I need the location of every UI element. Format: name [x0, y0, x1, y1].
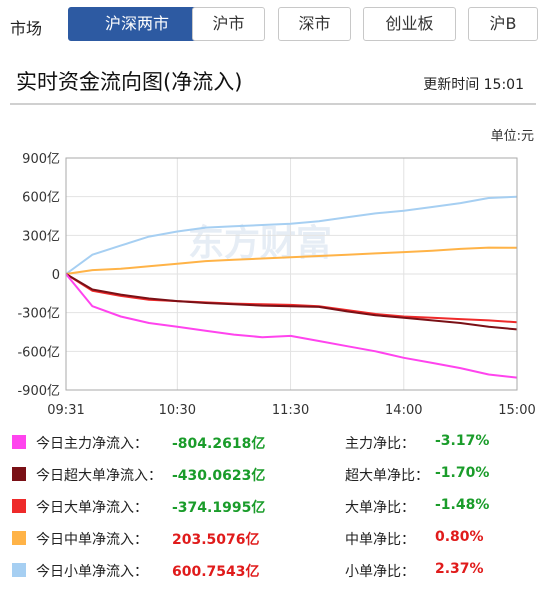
y-tick-label: 900亿	[22, 152, 60, 167]
ratio-label: 小单净比：	[345, 564, 415, 580]
title-row: 实时资金流向图(净流入) 更新时间 15:01	[0, 62, 546, 98]
ratio-value: 0.80%	[435, 529, 484, 545]
x-tick-label: 14:00	[385, 403, 422, 418]
legend-value: 203.5076亿	[172, 532, 260, 548]
series-line-0	[65, 195, 518, 275]
y-tick-label: 0	[52, 268, 60, 283]
market-label: 市场	[10, 19, 43, 38]
market-selector: 市场 沪深两市 沪市 深市 创业板 沪B	[0, 0, 546, 50]
swatch-main	[12, 435, 26, 449]
series-line-2	[65, 273, 518, 324]
legend-value: -804.2618亿	[172, 436, 266, 452]
plot-frame	[65, 157, 518, 391]
x-tick-label: 11:30	[272, 403, 309, 418]
y-tick-label: -900亿	[17, 384, 60, 399]
ratio-label: 大单净比：	[345, 500, 415, 516]
update-time: 更新时间 15:01	[423, 77, 524, 93]
legend-value: -374.1995亿	[172, 500, 266, 516]
ratio-label: 中单净比：	[345, 532, 415, 548]
legend-label: 今日主力净流入：	[36, 436, 148, 452]
ratio-value: -1.70%	[435, 465, 490, 481]
title-divider	[10, 103, 536, 105]
y-tick-label: -300亿	[17, 307, 60, 322]
tab-shanghai-b[interactable]: 沪B	[468, 7, 538, 41]
ratio-label: 超大单净比：	[345, 468, 429, 484]
y-tick-label: -600亿	[17, 345, 60, 360]
legend-label: 今日小单净流入：	[36, 564, 148, 580]
series-line-1	[65, 246, 518, 275]
swatch-large	[12, 499, 26, 513]
ratio-value: -3.17%	[435, 433, 490, 449]
legend-label: 今日超大单净流入：	[36, 468, 162, 484]
legend-row-medium: 今日中单净流入： 203.5076亿 中单净比： 0.80%	[0, 524, 546, 554]
page-title: 实时资金流向图(净流入)	[16, 70, 243, 94]
swatch-small	[12, 563, 26, 577]
ratio-label: 主力净比：	[345, 436, 415, 452]
tab-chinext[interactable]: 创业板	[363, 7, 456, 41]
x-tick-label: 10:30	[159, 403, 196, 418]
unit-label: 单位:元	[490, 129, 534, 144]
swatch-super	[12, 467, 26, 481]
ratio-value: 2.37%	[435, 561, 484, 577]
tab-hushen-two-markets[interactable]: 沪深两市	[68, 7, 206, 41]
y-tick-label: 600亿	[22, 191, 60, 206]
tab-shenzhen[interactable]: 深市	[278, 7, 351, 41]
ratio-value: -1.48%	[435, 497, 490, 513]
legend-row-super: 今日超大单净流入： -430.0623亿 超大单净比： -1.70%	[0, 460, 546, 490]
y-tick-label: 300亿	[22, 229, 60, 244]
legend-row-small: 今日小单净流入： 600.7543亿 小单净比： 2.37%	[0, 556, 546, 586]
legend-label: 今日大单净流入：	[36, 500, 148, 516]
legend-value: 600.7543亿	[172, 564, 260, 580]
x-tick-label: 09:31	[47, 403, 84, 418]
tab-shanghai[interactable]: 沪市	[192, 7, 265, 41]
series-line-3	[65, 273, 518, 331]
legend-row-large: 今日大单净流入： -374.1995亿 大单净比： -1.48%	[0, 492, 546, 522]
legend-row-main: 今日主力净流入： -804.2618亿 主力净比： -3.17%	[0, 428, 546, 458]
series-line-4	[65, 273, 518, 379]
swatch-medium	[12, 531, 26, 545]
legend-value: -430.0623亿	[172, 468, 266, 484]
legend-label: 今日中单净流入：	[36, 532, 148, 548]
x-tick-label: 15:00	[498, 403, 535, 418]
